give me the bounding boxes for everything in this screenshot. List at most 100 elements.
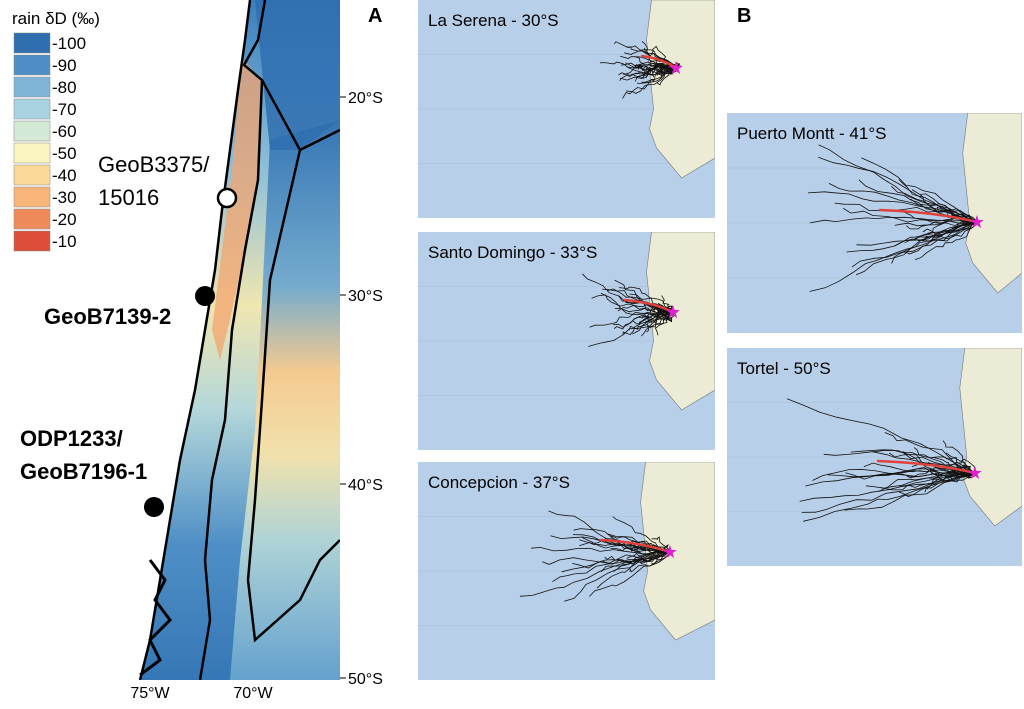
land <box>959 348 1022 527</box>
trajectory <box>624 49 677 69</box>
trajectory <box>636 67 677 84</box>
trajectory <box>812 468 976 481</box>
legend-label: -10 <box>52 232 77 251</box>
trajectory-panel: ★ La Serena - 30°S <box>418 0 715 218</box>
panel-title: Concepcion - 37°S <box>428 473 570 492</box>
trajectory <box>902 451 976 475</box>
legend-swatch <box>13 164 51 186</box>
legend-swatch <box>13 186 51 208</box>
trajectory <box>661 295 675 315</box>
panel-title: Puerto Montt - 41°S <box>737 124 886 143</box>
mean-trajectory <box>640 54 677 70</box>
trajectory <box>844 472 976 511</box>
mean-trajectory <box>878 208 978 224</box>
trajectory <box>803 472 976 522</box>
legend-swatch <box>13 230 51 252</box>
trajectory <box>599 61 677 76</box>
trajectory <box>657 311 676 323</box>
origin-star: ★ <box>967 463 983 483</box>
panel-label: B <box>737 5 751 27</box>
legend-label: -80 <box>52 78 77 97</box>
trajectory-panel: ★ Tortel - 50°S <box>727 348 1022 566</box>
origin-star: ★ <box>969 212 985 232</box>
legend-swatch <box>13 120 51 142</box>
mean-trajectory <box>876 459 976 475</box>
trajectory <box>654 302 674 313</box>
panel-map: ★ <box>727 348 1022 566</box>
land <box>646 0 715 179</box>
map-a <box>138 0 340 680</box>
legend-label: -100 <box>52 34 86 53</box>
trajectory <box>809 216 978 226</box>
trajectory <box>620 65 677 81</box>
trajectory <box>834 202 978 223</box>
lat-tick-label: 30°S <box>348 288 383 305</box>
origin-star: ★ <box>665 302 681 322</box>
lon-tick-label: 70°W <box>233 685 273 702</box>
trajectory <box>618 286 674 313</box>
trajectory <box>786 398 976 474</box>
legend-label: -20 <box>52 210 77 229</box>
trajectory <box>640 311 674 337</box>
panel-title: La Serena - 30°S <box>428 11 559 30</box>
site-label: 15016 <box>98 185 159 210</box>
trajectory <box>799 472 976 502</box>
trajectory <box>861 157 978 223</box>
trajectory-panel: ★ Santo Domingo - 33°S <box>418 232 715 450</box>
lat-tick-label: 50°S <box>348 671 383 688</box>
site-label: GeoB7139-2 <box>44 304 171 329</box>
lat-tick-label: 40°S <box>348 477 383 494</box>
trajectory <box>581 537 671 554</box>
mean-trajectory <box>623 298 674 314</box>
trajectory <box>818 156 978 223</box>
trajectory-panel: ★ Concepcion - 37°S <box>418 462 715 680</box>
trajectory <box>589 311 674 328</box>
site-label: GeoB3375/ <box>98 152 210 177</box>
legend-swatch <box>13 32 51 54</box>
trajectory <box>634 64 677 72</box>
trajectory <box>846 221 978 253</box>
lat-tick-label: 20°S <box>348 90 383 107</box>
trajectory <box>845 468 976 480</box>
origin-star: ★ <box>662 542 678 562</box>
trajectory <box>807 191 978 223</box>
panel-map: ★ <box>418 232 715 450</box>
mean-trajectory <box>599 538 671 554</box>
panel-map: ★ <box>418 0 715 218</box>
legend-label: -70 <box>52 100 77 119</box>
land <box>962 113 1022 294</box>
panel-map: ★ <box>418 462 715 680</box>
trajectory <box>901 221 978 255</box>
legend-swatch <box>13 208 51 230</box>
legend-label: -40 <box>52 166 77 185</box>
trajectory <box>552 551 671 583</box>
site-label: GeoB7196-1 <box>20 459 147 484</box>
trajectory <box>894 220 978 227</box>
panel-label: A <box>368 5 382 27</box>
trajectory <box>884 432 976 474</box>
trajectory <box>945 452 976 474</box>
trajectory <box>878 472 976 492</box>
legend-swatch <box>13 98 51 120</box>
legend-label: -50 <box>52 144 77 163</box>
trajectory <box>827 471 976 478</box>
trajectory <box>617 304 674 314</box>
land <box>640 462 715 641</box>
legend-title: rain δD (‰) <box>12 9 100 28</box>
legend-swatch <box>13 76 51 98</box>
trajectory-panel: ★ Puerto Montt - 41°S <box>727 113 1022 333</box>
trajectory <box>531 546 671 555</box>
trajectory <box>622 67 677 99</box>
trajectory <box>805 469 976 487</box>
trajectory <box>914 221 978 260</box>
lon-tick-label: 75°W <box>130 685 170 702</box>
panel-title: Santo Domingo - 33°S <box>428 243 597 262</box>
legend-label: -30 <box>52 188 77 207</box>
trajectory <box>617 551 671 563</box>
trajectory <box>572 551 671 569</box>
panel-map: ★ <box>727 113 1022 333</box>
trajectory <box>613 551 671 572</box>
legend-swatch <box>13 142 51 164</box>
trajectory <box>823 451 976 474</box>
